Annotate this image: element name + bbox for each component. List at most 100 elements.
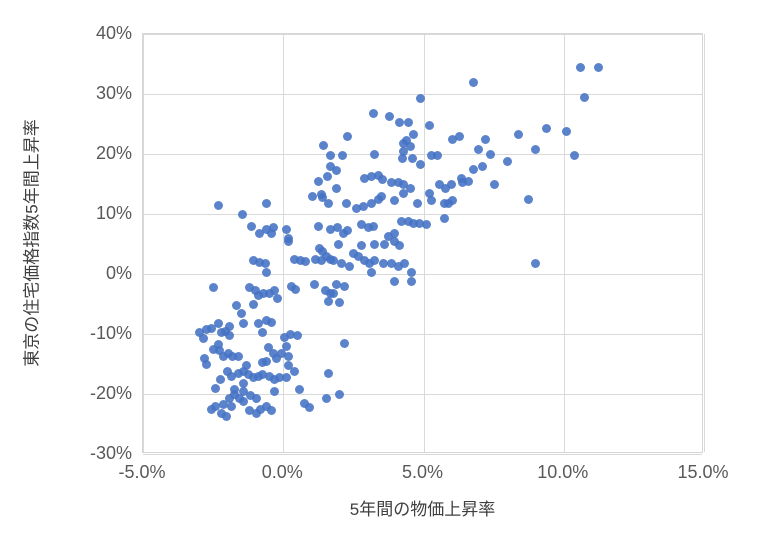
data-point bbox=[281, 373, 291, 383]
data-point bbox=[531, 144, 541, 154]
data-point bbox=[268, 223, 278, 233]
data-point bbox=[434, 179, 444, 189]
data-point bbox=[369, 149, 379, 159]
data-point bbox=[367, 171, 377, 181]
data-point bbox=[259, 289, 269, 299]
data-point bbox=[214, 319, 224, 329]
y-tick-label: 10% bbox=[95, 203, 132, 223]
data-point bbox=[341, 198, 351, 208]
data-point bbox=[268, 348, 278, 358]
data-point bbox=[229, 389, 239, 399]
data-point bbox=[455, 131, 465, 141]
data-point bbox=[243, 369, 253, 379]
data-point bbox=[360, 256, 370, 266]
data-point bbox=[322, 171, 332, 181]
x-tick-label: 15.0% bbox=[677, 462, 729, 482]
data-point bbox=[307, 191, 317, 201]
data-point bbox=[280, 333, 290, 343]
data-point bbox=[198, 333, 208, 343]
data-point bbox=[367, 198, 377, 208]
x-tick-label: 0.0% bbox=[261, 462, 303, 482]
data-point bbox=[291, 284, 301, 294]
data-point bbox=[269, 386, 279, 396]
data-point bbox=[353, 251, 363, 261]
data-point bbox=[323, 199, 333, 209]
data-point bbox=[245, 282, 255, 292]
data-point bbox=[366, 268, 376, 278]
data-point bbox=[215, 374, 225, 384]
data-point bbox=[304, 403, 314, 413]
data-point bbox=[368, 221, 378, 231]
plot-area bbox=[142, 33, 705, 455]
data-point bbox=[594, 62, 604, 72]
data-point bbox=[232, 300, 242, 310]
data-point bbox=[208, 283, 218, 293]
data-point bbox=[406, 276, 416, 286]
data-point bbox=[570, 150, 580, 160]
y-tick-label: -20% bbox=[89, 383, 132, 403]
data-point bbox=[214, 346, 224, 356]
data-point bbox=[261, 401, 271, 411]
data-point bbox=[399, 259, 409, 269]
data-point bbox=[486, 149, 496, 159]
data-point bbox=[503, 157, 513, 167]
data-point bbox=[274, 373, 284, 383]
data-point bbox=[413, 199, 423, 209]
data-point bbox=[248, 373, 258, 383]
data-point bbox=[239, 386, 249, 396]
data-point bbox=[378, 259, 388, 269]
data-point bbox=[321, 394, 331, 404]
data-point bbox=[389, 276, 399, 286]
data-point bbox=[469, 164, 479, 174]
data-point bbox=[263, 343, 273, 353]
data-point bbox=[271, 353, 281, 363]
y-tick-label: -10% bbox=[89, 323, 132, 343]
data-point bbox=[246, 221, 256, 231]
data-point bbox=[576, 62, 586, 72]
data-point bbox=[292, 330, 302, 340]
data-point bbox=[264, 288, 274, 298]
data-point bbox=[326, 150, 336, 160]
data-point bbox=[269, 374, 279, 384]
data-point bbox=[394, 241, 404, 251]
data-point bbox=[256, 404, 266, 414]
data-point bbox=[326, 224, 336, 234]
data-point bbox=[490, 179, 500, 189]
data-point bbox=[424, 121, 434, 131]
data-point bbox=[318, 193, 328, 203]
data-point bbox=[222, 366, 232, 376]
data-point bbox=[221, 411, 231, 421]
data-point bbox=[480, 134, 490, 144]
data-point bbox=[226, 371, 236, 381]
data-point bbox=[238, 366, 248, 376]
data-point bbox=[368, 109, 378, 119]
data-point bbox=[329, 289, 339, 299]
data-point bbox=[318, 140, 328, 150]
data-point bbox=[403, 117, 413, 127]
data-point bbox=[226, 401, 236, 411]
data-point bbox=[386, 178, 396, 188]
data-point bbox=[416, 93, 426, 103]
data-point bbox=[395, 118, 405, 128]
horizontal-gridline bbox=[143, 274, 702, 275]
data-point bbox=[250, 286, 260, 296]
y-tick-label: 0% bbox=[105, 263, 132, 283]
data-point bbox=[253, 291, 263, 301]
data-point bbox=[301, 256, 311, 266]
data-point bbox=[261, 224, 271, 234]
data-point bbox=[261, 316, 271, 326]
data-point bbox=[369, 239, 379, 249]
data-point bbox=[374, 170, 384, 180]
data-point bbox=[378, 175, 388, 185]
data-point bbox=[261, 259, 271, 269]
data-point bbox=[469, 77, 479, 87]
data-point bbox=[239, 318, 249, 328]
data-point bbox=[332, 279, 342, 289]
data-point bbox=[473, 144, 483, 154]
horizontal-gridline bbox=[143, 394, 702, 395]
data-point bbox=[313, 221, 323, 231]
data-point bbox=[285, 329, 295, 339]
data-point bbox=[357, 219, 367, 229]
data-point bbox=[270, 286, 280, 296]
